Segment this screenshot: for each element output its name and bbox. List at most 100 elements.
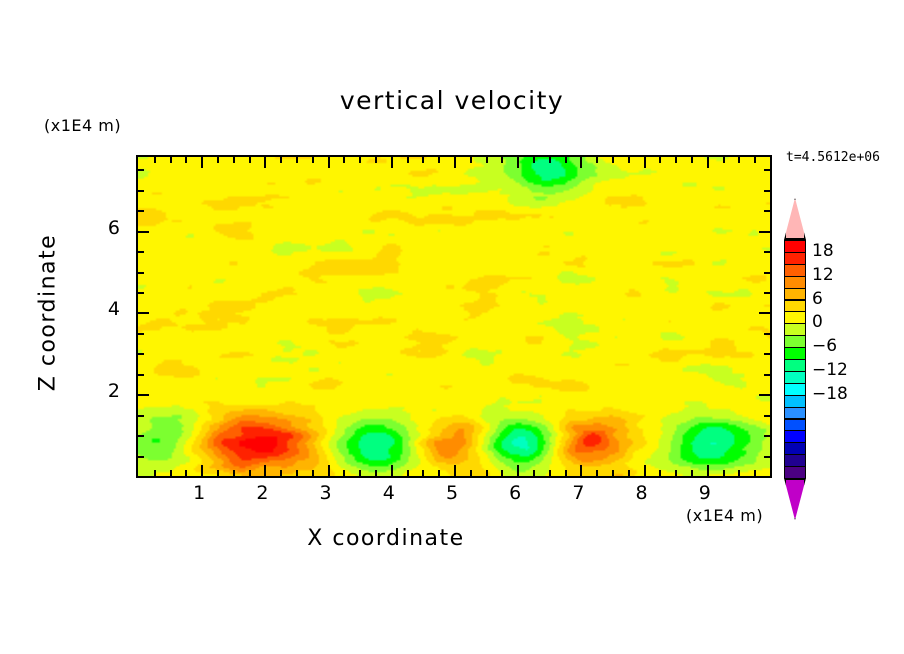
colorbar-tick-label: 12 xyxy=(812,264,834,285)
tick-mark xyxy=(343,470,346,476)
x-tick-label: 5 xyxy=(445,482,459,504)
tick-mark xyxy=(138,230,149,233)
x-tick-label: 2 xyxy=(256,482,269,504)
tick-mark xyxy=(501,157,504,163)
tick-mark xyxy=(359,470,362,476)
tick-mark xyxy=(138,373,144,376)
tick-mark xyxy=(764,455,770,458)
x-tick-label: 9 xyxy=(698,482,711,504)
tick-mark xyxy=(469,157,472,163)
tick-mark xyxy=(517,157,520,168)
tick-mark xyxy=(548,470,551,476)
tick-mark xyxy=(185,470,188,476)
tick-mark xyxy=(691,470,693,476)
tick-mark xyxy=(596,470,599,476)
tick-mark xyxy=(764,353,770,356)
tick-mark xyxy=(138,435,144,438)
tick-mark xyxy=(754,470,757,476)
tick-mark xyxy=(659,157,662,163)
tick-mark xyxy=(764,291,770,294)
tick-mark xyxy=(580,157,583,168)
tick-mark xyxy=(691,157,693,163)
tick-mark xyxy=(217,157,219,163)
y-tick-label: 4 xyxy=(107,298,120,321)
tick-mark xyxy=(343,157,346,163)
tick-mark xyxy=(643,157,646,168)
tick-mark xyxy=(764,332,770,335)
tick-mark xyxy=(232,157,235,163)
contour-plot-area xyxy=(136,155,772,478)
tick-mark xyxy=(764,251,770,254)
x-tick-label: 1 xyxy=(193,482,206,504)
tick-mark xyxy=(327,465,330,476)
x-axis-title: X coordinate xyxy=(307,526,465,551)
colorbar-tick-label: 18 xyxy=(812,240,834,261)
tick-mark xyxy=(759,230,770,233)
tick-mark xyxy=(612,470,614,476)
tick-mark xyxy=(643,465,646,476)
tick-mark xyxy=(138,271,144,274)
tick-mark xyxy=(706,465,709,476)
tick-mark xyxy=(311,157,314,163)
vertical-velocity-field xyxy=(138,157,770,476)
x-tick-label: 7 xyxy=(572,482,585,504)
tick-mark xyxy=(406,470,409,476)
x-tick-label: 4 xyxy=(382,482,395,504)
tick-mark xyxy=(533,470,535,476)
tick-mark xyxy=(201,465,204,476)
tick-mark xyxy=(280,470,283,476)
tick-mark xyxy=(138,312,149,315)
tick-mark xyxy=(138,353,144,356)
x-axis-unit-label: (x1E4 m) xyxy=(686,506,764,525)
tick-mark xyxy=(764,210,770,213)
tick-mark xyxy=(596,157,599,163)
tick-mark xyxy=(153,470,156,476)
tick-mark xyxy=(327,157,330,168)
tick-mark xyxy=(280,157,283,163)
tick-mark xyxy=(422,157,425,163)
tick-mark xyxy=(138,189,144,192)
tick-mark xyxy=(296,157,298,163)
colorbar-under-cap xyxy=(784,478,806,520)
tick-mark xyxy=(706,157,709,168)
tick-mark xyxy=(722,157,725,163)
tick-mark xyxy=(438,157,441,163)
tick-mark xyxy=(738,157,741,163)
tick-mark xyxy=(517,465,520,476)
tick-mark xyxy=(485,470,488,476)
tick-mark xyxy=(138,394,149,397)
page-title: vertical velocity xyxy=(339,86,565,115)
colorbar-tick-label: −18 xyxy=(812,383,848,404)
tick-mark xyxy=(469,470,472,476)
tick-mark xyxy=(248,157,251,163)
tick-mark xyxy=(375,157,377,163)
colorbar-tick-label: −12 xyxy=(812,359,848,380)
colorbar xyxy=(784,198,806,520)
x-tick-label: 8 xyxy=(635,482,648,504)
tick-mark xyxy=(217,470,219,476)
x-tick-label: 6 xyxy=(509,482,522,504)
tick-mark xyxy=(201,157,204,168)
tick-mark xyxy=(738,470,741,476)
colorbar-over-cap xyxy=(784,198,806,240)
tick-mark xyxy=(406,157,409,163)
tick-mark xyxy=(359,157,362,163)
tick-mark xyxy=(422,470,425,476)
tick-mark xyxy=(138,169,144,172)
tick-mark xyxy=(764,435,770,438)
tick-mark xyxy=(138,455,144,458)
tick-mark xyxy=(548,157,551,163)
tick-mark xyxy=(764,373,770,376)
tick-mark xyxy=(138,210,144,213)
tick-mark xyxy=(138,291,144,294)
tick-mark xyxy=(248,470,251,476)
colorbar-tick-label: 6 xyxy=(812,288,823,309)
tick-mark xyxy=(264,157,267,168)
tick-mark xyxy=(169,470,172,476)
tick-mark xyxy=(659,470,662,476)
x-tick-label: 3 xyxy=(319,482,332,504)
tick-mark xyxy=(138,332,144,335)
tick-mark xyxy=(485,157,488,163)
tick-mark xyxy=(296,470,298,476)
tick-mark xyxy=(580,465,583,476)
